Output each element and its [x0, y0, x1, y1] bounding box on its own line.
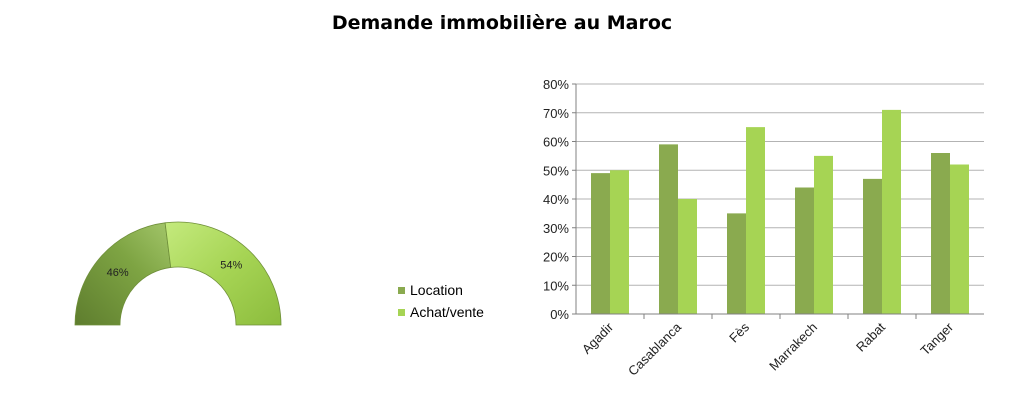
bar-fs-location	[727, 213, 746, 314]
donut-slice-achat-vente	[164, 221, 282, 326]
x-tick-label: Marrakech	[766, 320, 820, 374]
y-tick-label: 60%	[543, 135, 569, 150]
y-tick-label: 0%	[550, 307, 569, 322]
bar-rabat-achat-vente	[882, 109, 901, 314]
x-tick-label: Fès	[726, 319, 752, 345]
legend-item-location: Location	[398, 279, 484, 301]
y-tick-label: 40%	[543, 192, 569, 207]
y-tick-label: 70%	[543, 106, 569, 121]
bar-agadir-achat-vente	[610, 170, 629, 314]
x-tick-label: Casablanca	[625, 319, 685, 379]
half-donut-chart: 46% 54%	[74, 221, 282, 326]
bar-chart: 0% 10% 20% 30% 40% 50% 60% 70% 80% Agadir Casablan…	[543, 77, 984, 379]
legend-label-achat-vente: Achat/vente	[410, 304, 484, 320]
legend-item-achat-vente: Achat/vente	[398, 301, 484, 323]
legend-swatch-location	[398, 286, 405, 294]
bar-casablanca-achat-vente	[678, 199, 697, 314]
bar-agadir-location	[591, 173, 610, 314]
bar-marrakech-achat-vente	[814, 155, 833, 314]
x-tick-label: Agadir	[579, 319, 617, 357]
x-tick-label: Tanger	[917, 319, 956, 358]
bar-rabat-location	[863, 178, 882, 314]
donut-label-location: 46%	[107, 267, 129, 279]
y-tick-label: 80%	[543, 77, 569, 92]
legend-label-location: Location	[410, 282, 463, 298]
y-tick-label: 30%	[543, 221, 569, 236]
bar-casablanca-location	[659, 144, 678, 314]
bar-marrakech-location	[795, 187, 814, 314]
chart-legend: Location Achat/vente	[398, 279, 484, 323]
bar-tanger-achat-vente	[950, 164, 969, 314]
legend-swatch-achat-vente	[398, 308, 405, 316]
x-tick-label: Rabat	[853, 319, 888, 354]
y-tick-label: 20%	[543, 250, 569, 265]
y-tick-label: 10%	[543, 278, 569, 293]
chart-title: Demande immobilière au Maroc	[331, 12, 673, 34]
bar-fs-achat-vente	[746, 127, 765, 314]
y-tick-label: 50%	[543, 163, 569, 178]
bar-tanger-location	[931, 153, 950, 314]
donut-label-achat-vente: 54%	[220, 260, 242, 272]
